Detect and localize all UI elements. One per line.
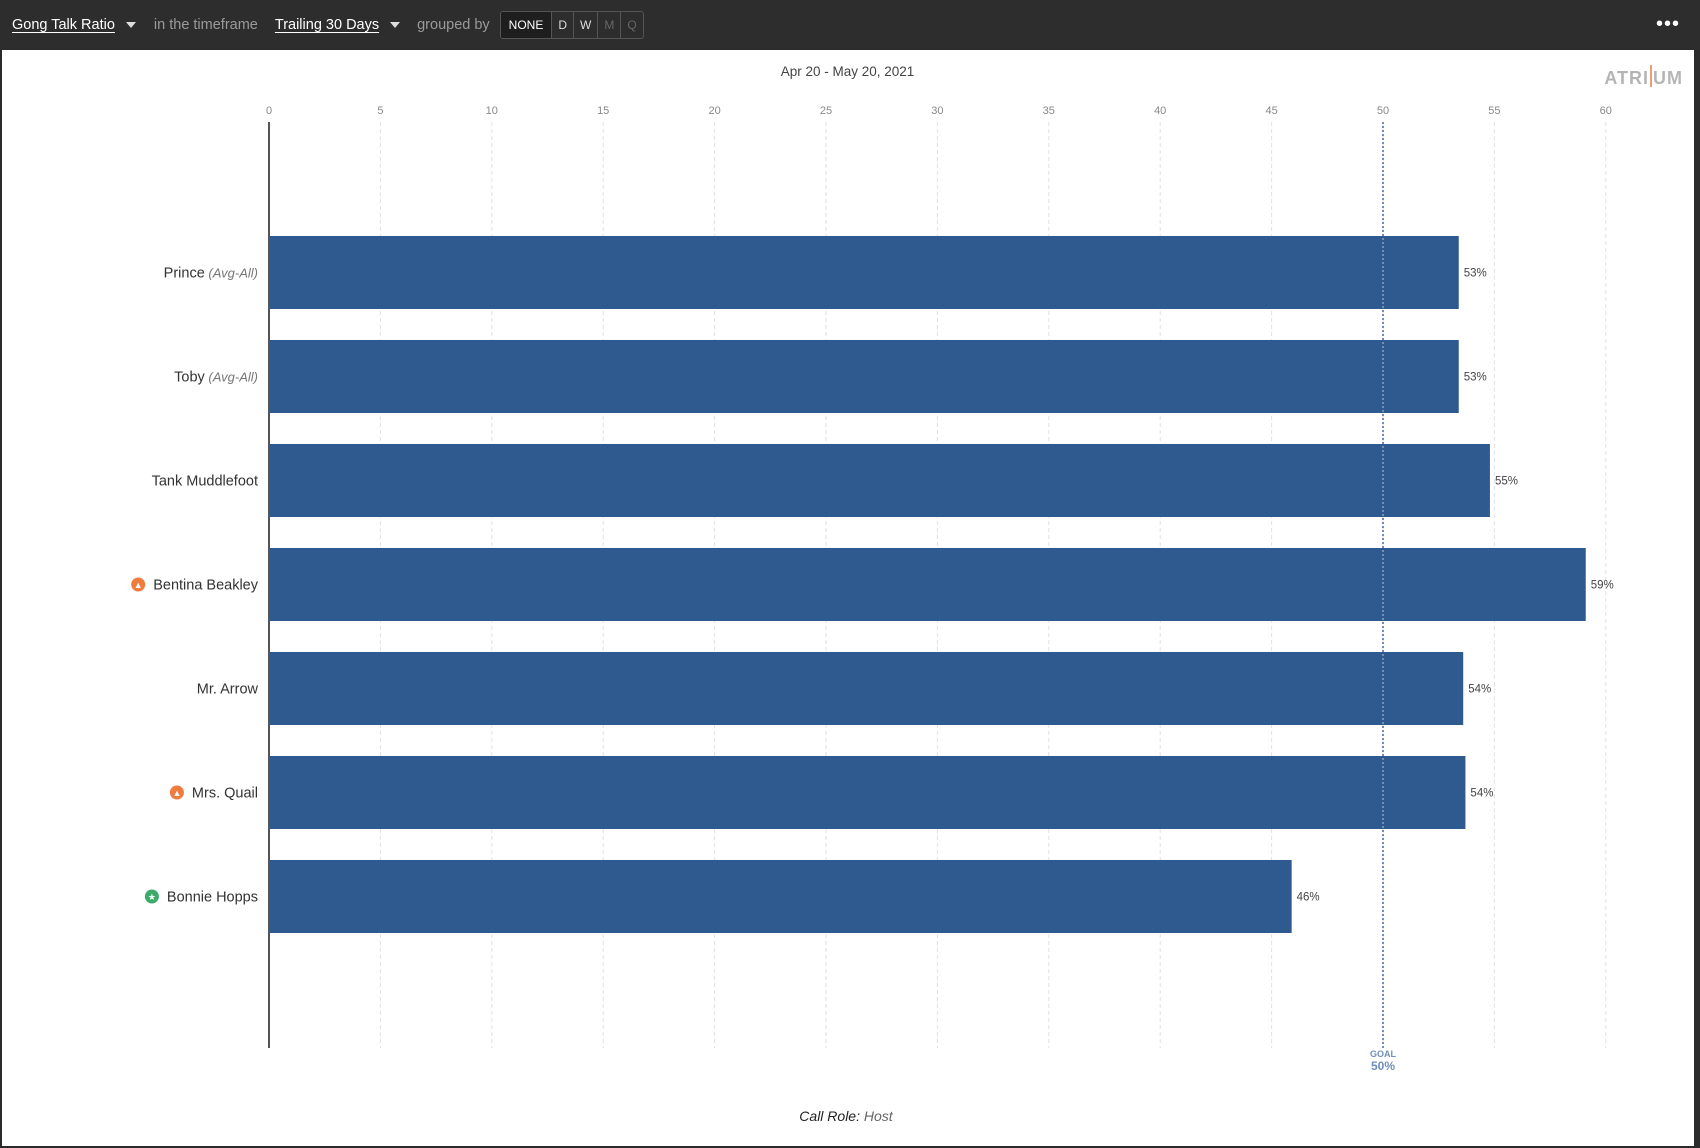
toolbar: Gong Talk Ratio in the timeframe Trailin…	[0, 0, 1700, 50]
x-tick-label: 30	[931, 105, 943, 117]
x-tick-label: 0	[266, 105, 272, 117]
category-label: Bonnie Hopps	[167, 890, 258, 906]
bar-value-label: 54%	[1468, 684, 1491, 696]
bar-value-label: 55%	[1495, 476, 1518, 488]
warning-icon	[169, 785, 184, 800]
category-label: Bentina Beakley	[153, 578, 259, 594]
bar-value-label: 54%	[1470, 788, 1493, 800]
group-by-toggle: NONE D W M Q	[499, 11, 644, 39]
x-tick-label: 60	[1600, 105, 1612, 117]
date-range: Apr 20 - May 20, 2021	[780, 64, 915, 79]
x-tick-label: 15	[597, 105, 609, 117]
group-option-quarter[interactable]: Q	[620, 12, 642, 38]
warning-icon	[131, 577, 146, 592]
bar-value-label: 53%	[1464, 372, 1487, 384]
x-tick-label: 5	[377, 105, 383, 117]
group-option-day[interactable]: D	[551, 12, 573, 38]
warning-icon-glyph: ▲	[134, 580, 143, 590]
category-label: Prince (Avg-All)	[164, 266, 258, 282]
footer-value: Host	[863, 1108, 893, 1124]
metric-label: Gong Talk Ratio	[12, 17, 115, 33]
x-tick-label: 35	[1043, 105, 1055, 117]
bar	[270, 756, 1466, 829]
category-label: Mrs. Quail	[192, 786, 258, 802]
x-tick-label: 45	[1265, 105, 1277, 117]
bar-value-label: 59%	[1591, 580, 1614, 592]
x-tick-label: 25	[820, 105, 832, 117]
footer-label: Call Role:	[799, 1108, 860, 1124]
star-icon	[144, 889, 159, 904]
bar	[270, 340, 1459, 413]
brand-logo: ATRI UM	[1604, 65, 1683, 89]
chevron-down-icon	[125, 22, 136, 28]
timeframe-selector[interactable]: Trailing 30 Days	[274, 17, 401, 33]
category-label: Toby (Avg-All)	[174, 370, 258, 386]
timeframe-label: Trailing 30 Days	[274, 17, 380, 33]
warning-icon-glyph: ▲	[172, 788, 181, 798]
bar	[270, 444, 1490, 517]
group-option-month[interactable]: M	[597, 12, 620, 38]
chevron-down-icon	[390, 22, 401, 28]
bar	[270, 548, 1586, 621]
category-label: Mr. Arrow	[197, 682, 259, 698]
more-icon[interactable]: •••	[1655, 13, 1680, 35]
bar	[270, 860, 1292, 933]
group-option-week[interactable]: W	[573, 12, 597, 38]
grouped-by-label: grouped by	[417, 17, 490, 33]
chart-footer: Call Role: Host	[0, 1108, 1692, 1124]
bar	[270, 652, 1464, 725]
bar-value-label: 53%	[1464, 268, 1487, 280]
category-label: Tank Muddlefoot	[152, 474, 258, 490]
goal-label: GOAL	[1370, 1049, 1397, 1059]
bar	[270, 236, 1459, 309]
x-tick-label: 10	[486, 105, 498, 117]
metric-selector[interactable]: Gong Talk Ratio	[12, 17, 136, 33]
group-option-none[interactable]: NONE	[500, 12, 552, 38]
bar-value-label: 46%	[1297, 892, 1320, 904]
x-tick-label: 50	[1377, 105, 1389, 117]
star-icon-glyph: ★	[148, 892, 156, 902]
x-tick-label: 20	[708, 105, 720, 117]
x-tick-label: 40	[1154, 105, 1166, 117]
timeframe-prefix: in the timeframe	[153, 17, 258, 33]
x-tick-label: 55	[1488, 105, 1500, 117]
goal-value-label: 50%	[1371, 1059, 1395, 1073]
